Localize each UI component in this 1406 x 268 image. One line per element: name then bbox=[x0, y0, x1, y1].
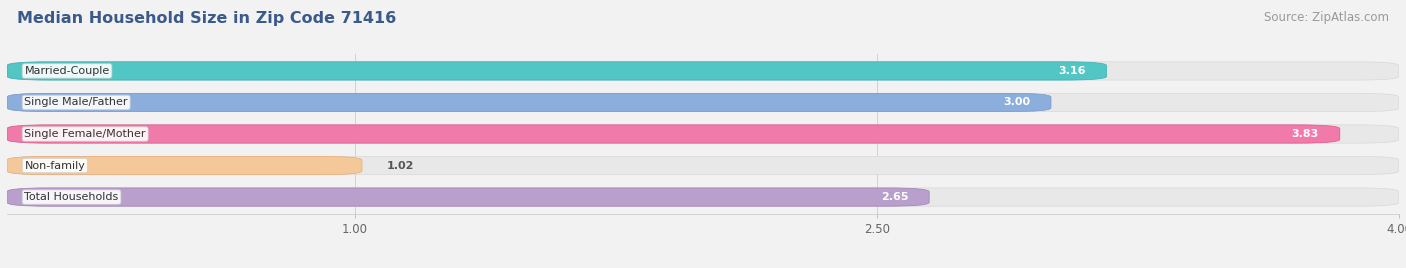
FancyBboxPatch shape bbox=[7, 62, 1399, 80]
FancyBboxPatch shape bbox=[7, 125, 1340, 143]
FancyBboxPatch shape bbox=[7, 157, 361, 175]
Text: Single Male/Father: Single Male/Father bbox=[24, 98, 128, 107]
Text: Married-Couple: Married-Couple bbox=[24, 66, 110, 76]
Text: 1.02: 1.02 bbox=[387, 161, 413, 170]
Text: 3.16: 3.16 bbox=[1059, 66, 1085, 76]
FancyBboxPatch shape bbox=[7, 188, 1399, 206]
Text: Non-family: Non-family bbox=[24, 161, 86, 170]
Text: 3.00: 3.00 bbox=[1002, 98, 1031, 107]
Text: Total Households: Total Households bbox=[24, 192, 118, 202]
FancyBboxPatch shape bbox=[7, 188, 929, 206]
Text: 3.83: 3.83 bbox=[1292, 129, 1319, 139]
Text: Median Household Size in Zip Code 71416: Median Household Size in Zip Code 71416 bbox=[17, 11, 396, 26]
Text: Single Female/Mother: Single Female/Mother bbox=[24, 129, 146, 139]
FancyBboxPatch shape bbox=[7, 62, 1107, 80]
FancyBboxPatch shape bbox=[7, 93, 1050, 111]
FancyBboxPatch shape bbox=[7, 93, 1399, 111]
Text: 2.65: 2.65 bbox=[880, 192, 908, 202]
FancyBboxPatch shape bbox=[7, 125, 1399, 143]
Text: Source: ZipAtlas.com: Source: ZipAtlas.com bbox=[1264, 11, 1389, 24]
FancyBboxPatch shape bbox=[7, 157, 1399, 175]
